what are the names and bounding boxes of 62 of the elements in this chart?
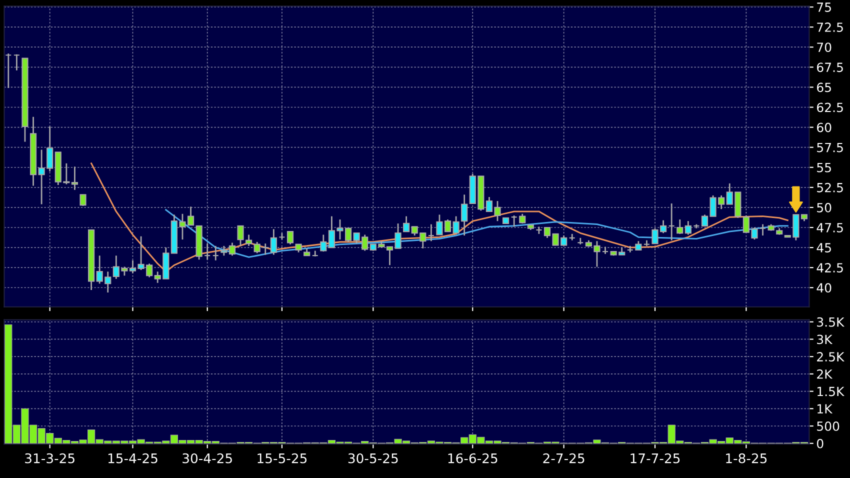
y-tick-label: 70 <box>817 42 832 52</box>
candlestick <box>270 228 277 256</box>
candlestick <box>13 54 20 72</box>
candlestick <box>676 218 684 235</box>
candlestick <box>510 214 518 228</box>
candlestick <box>71 166 78 191</box>
y-tick-label: 55 <box>817 163 831 172</box>
y-tick-label: 2.5K <box>817 352 844 362</box>
y-tick-label: 0 <box>816 438 824 448</box>
y-tick-label: 75 <box>817 2 831 12</box>
candlestick <box>602 246 609 255</box>
x-tick-label: 17-7-25 <box>630 453 680 464</box>
y-tick-label: 500 <box>817 421 840 431</box>
x-tick-label: 15-4-25 <box>108 453 158 464</box>
x-tick-label: 31-3-25 <box>25 453 74 464</box>
y-tick-label: 57.5 <box>817 142 843 152</box>
candlestick <box>262 242 269 256</box>
y-tick-label: 47.5 <box>816 223 843 232</box>
y-tick-label: 52.5 <box>817 182 843 192</box>
candlestick <box>684 220 692 236</box>
x-tick-label: 2-7-25 <box>543 453 584 464</box>
x-tick-label: 16-6-25 <box>448 453 498 464</box>
y-tick-label: 1K <box>818 404 833 414</box>
y-tick-label: 2K <box>817 369 833 379</box>
candlestick <box>452 216 460 234</box>
candlestick <box>626 245 634 254</box>
line-series <box>90 162 788 272</box>
y-tick-label: 50 <box>817 202 832 212</box>
y-tick-label: 72.5 <box>817 22 843 32</box>
x-tick-label: 1-8-25 <box>726 453 767 464</box>
candlestick <box>668 202 675 242</box>
candlestick <box>80 194 86 207</box>
candlestick <box>254 241 260 254</box>
y-tick-label: 40 <box>816 283 832 293</box>
candlestick <box>428 224 434 242</box>
candlestick <box>286 230 294 246</box>
y-tick-label: 60 <box>817 122 832 132</box>
candlestick <box>403 216 410 232</box>
y-tick-label: 67.5 <box>817 62 843 72</box>
candlestick <box>204 242 211 260</box>
x-tick-label: 30-5-25 <box>348 453 398 464</box>
candlestick <box>246 234 252 247</box>
x-tick-label: 15-5-25 <box>258 453 307 464</box>
candlestick <box>5 52 12 89</box>
y-tick-label: 3K <box>817 334 833 344</box>
candlestick <box>759 224 766 236</box>
candlestick <box>212 245 219 262</box>
candlestick <box>568 233 576 242</box>
y-tick-label: 62.5 <box>817 102 843 112</box>
candlestick <box>220 245 228 256</box>
y-tick-label: 1.5K <box>818 386 844 396</box>
y-tick-label: 3.5K <box>817 317 844 327</box>
line-series <box>165 209 788 258</box>
candlestick <box>320 234 327 252</box>
x-tick-label: 30-4-25 <box>182 453 232 464</box>
y-tick-label: 45 <box>816 243 831 252</box>
candlestick <box>237 225 244 247</box>
candlestick <box>461 194 468 236</box>
y-tick-label: 65 <box>817 82 831 92</box>
candlestick <box>228 242 236 256</box>
candlestick <box>519 213 526 224</box>
y-tick-label: 42.5 <box>816 263 843 273</box>
